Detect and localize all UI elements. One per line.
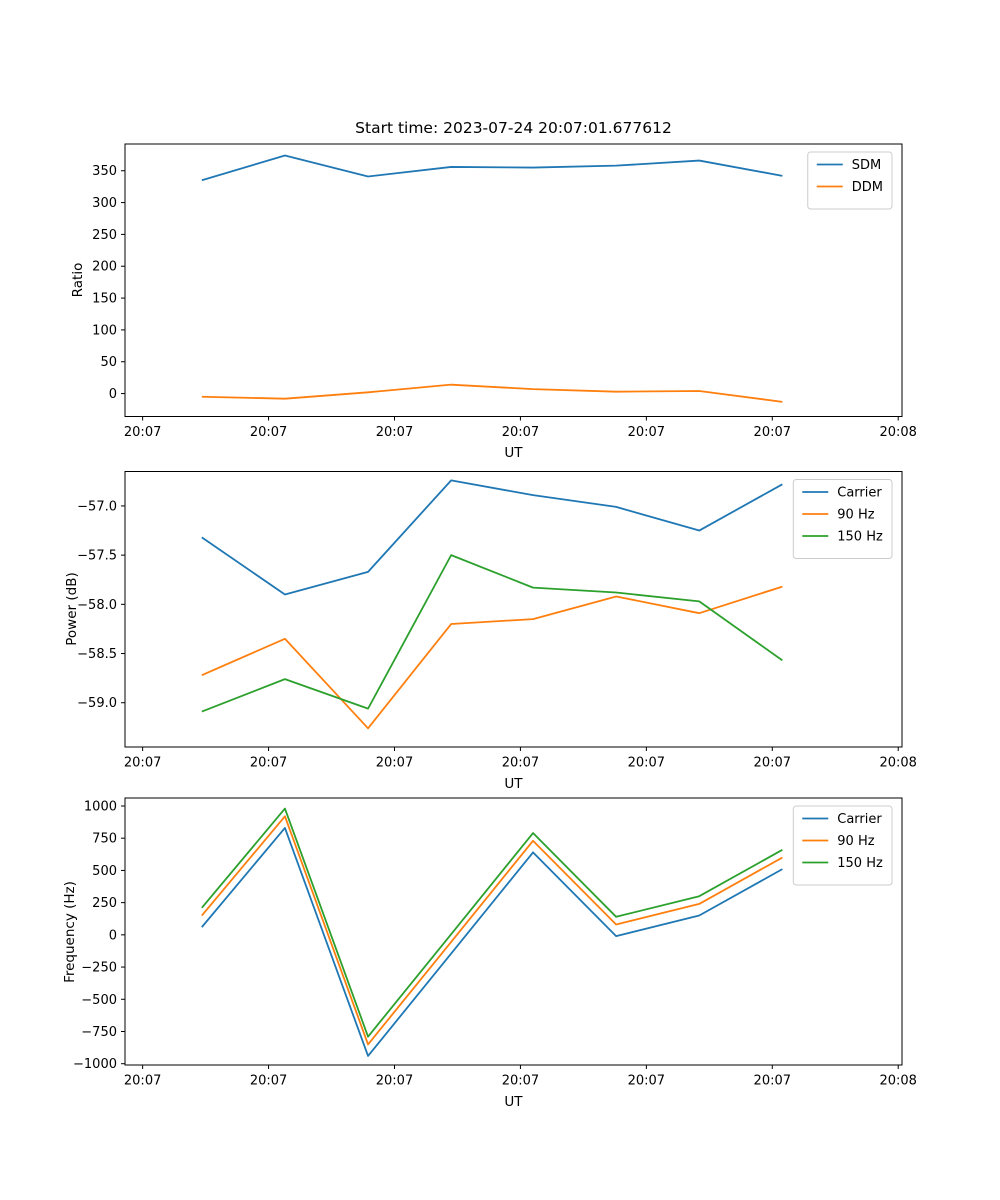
series-line-sdm	[201, 154, 783, 182]
x-tick-label: 20:08	[879, 756, 916, 771]
y-tick-label: −750	[81, 1025, 117, 1040]
y-tick-label: 50	[100, 355, 117, 370]
legend-box	[792, 479, 893, 559]
x-tick-label: 20:07	[124, 1074, 161, 1089]
x-tick-label: 20:07	[502, 1074, 539, 1089]
x-axis-label-ut-bottom: UT	[504, 1093, 523, 1110]
y-tick-label: −58.5	[77, 647, 117, 662]
legend-label: Carrier	[837, 486, 882, 501]
legend: Carrier 90 Hz 150 Hz	[792, 479, 893, 559]
x-tick-label: 20:07	[628, 425, 665, 440]
series-line-carrier	[201, 826, 783, 1057]
x-tick-label: 20:07	[628, 1074, 665, 1089]
legend: Carrier 90 Hz 150 Hz	[792, 805, 893, 886]
x-tick-label: 20:07	[250, 1074, 287, 1089]
y-axis-label-frequency: Frequency (Hz)	[62, 880, 78, 983]
y-tick-label: 100	[92, 323, 117, 338]
y-tick-label: 350	[92, 164, 117, 179]
x-tick-label: 20:07	[124, 425, 161, 440]
figure-title: Start time: 2023-07-24 20:07:01.677612	[355, 119, 672, 137]
x-tick-label: 20:07	[124, 756, 161, 771]
legend-label: 150 Hz	[837, 856, 883, 871]
y-tick-label: 0	[109, 387, 117, 402]
series-line-150-hz	[201, 807, 783, 1038]
y-axis-label-ratio: Ratio	[70, 262, 86, 298]
x-tick-label: 20:07	[376, 425, 413, 440]
y-tick-label: −250	[81, 961, 117, 976]
series-line-150-hz	[201, 554, 783, 713]
x-tick-label: 20:07	[754, 425, 791, 440]
x-tick-label: 20:07	[502, 425, 539, 440]
x-tick-label: 20:07	[628, 756, 665, 771]
series-line-carrier	[201, 479, 783, 596]
x-tick-label: 20:08	[879, 1074, 916, 1089]
y-tick-label: 300	[92, 196, 117, 211]
x-axis-label-ut-middle: UT	[504, 775, 523, 792]
y-tick-label: −58.0	[77, 598, 117, 613]
y-tick-label: −57.0	[77, 499, 117, 514]
x-tick-label: 20:07	[754, 1074, 791, 1089]
y-tick-label: −59.0	[77, 696, 117, 711]
y-axis-label-power: Power (dB)	[64, 572, 80, 646]
y-tick-label: 250	[92, 228, 117, 243]
x-tick-label: 20:07	[250, 425, 287, 440]
y-tick-label: 500	[92, 864, 117, 879]
y-tick-label: −57.5	[77, 549, 117, 564]
y-tick-label: −500	[81, 993, 117, 1008]
subplot-frequency-hz: 20:07 20:07 20:07 20:07 20:07 20:07 20:08 −1000…	[73, 797, 917, 1089]
subplot-ratio: 20:07 20:07 20:07 20:07 20:07 20:07 20:08 0 50 10…	[92, 143, 917, 440]
legend-label: Carrier	[837, 812, 882, 827]
axes-frame	[124, 797, 903, 1066]
y-tick-label: 250	[92, 896, 117, 911]
legend-box	[792, 805, 893, 886]
legend-label: 90 Hz	[837, 834, 874, 849]
y-tick-label: 0	[109, 928, 117, 943]
x-tick-label: 20:07	[376, 1074, 413, 1089]
legend-label: 90 Hz	[837, 508, 874, 523]
x-axis-label-ut-top: UT	[504, 445, 523, 461]
legend-box	[807, 151, 893, 210]
y-tick-label: 750	[92, 832, 117, 847]
series-line-90-hz	[201, 585, 783, 730]
axes-frame	[124, 471, 903, 748]
x-tick-label: 20:07	[250, 756, 287, 771]
y-tick-label: 1000	[84, 799, 117, 814]
legend: SDM DDM	[807, 151, 893, 210]
x-tick-label: 20:07	[754, 756, 791, 771]
legend-label: SDM	[852, 158, 881, 173]
series-line-ddm	[201, 383, 783, 403]
series-line-90-hz	[201, 815, 783, 1046]
x-tick-label: 20:07	[502, 756, 539, 771]
legend-label: 150 Hz	[837, 530, 883, 545]
subplot-power-db: 20:07 20:07 20:07 20:07 20:07 20:07 20:08 −59.0…	[77, 471, 917, 771]
axes-frame	[124, 143, 903, 417]
x-tick-label: 20:08	[879, 425, 916, 440]
x-tick-label: 20:07	[376, 756, 413, 771]
y-tick-label: 200	[92, 260, 117, 275]
y-tick-label: −1000	[73, 1057, 117, 1072]
y-tick-label: 150	[92, 292, 117, 307]
legend-label: DDM	[852, 180, 883, 195]
